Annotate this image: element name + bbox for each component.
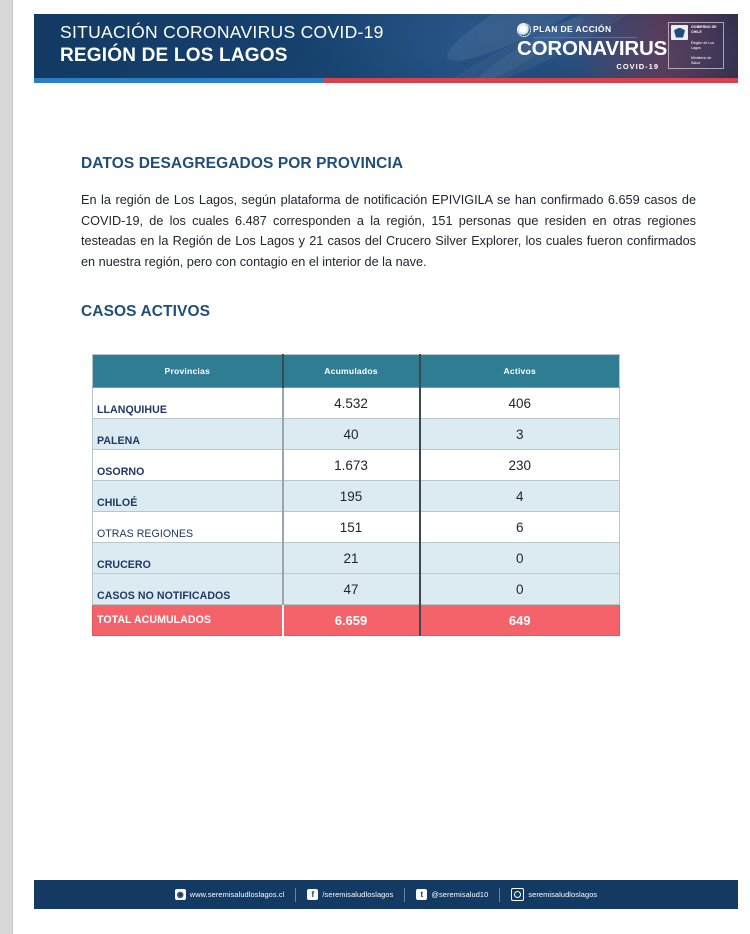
row-label-casos-no-notificados: CASOS NO NOTIFICADOS xyxy=(92,573,284,605)
table-row: PALENA 40 3 xyxy=(92,418,620,450)
instagram-icon xyxy=(511,888,525,901)
document-page: SITUACIÓN CORONAVIRUS COVID-19 REGIÓN DE… xyxy=(13,0,750,934)
heading-casos-activos: CASOS ACTIVOS xyxy=(81,303,211,320)
heading-datos-desagregados: DATOS DESAGREGADOS POR PROVINCIA xyxy=(81,155,404,172)
total-acumulados: 6.659 xyxy=(282,604,421,636)
header-logo-lockup: PLAN DE ACCIÓN CORONAVIRUS COVID-19 GOBI… xyxy=(517,22,724,71)
row-acumulados-otras-regiones: 151 xyxy=(282,511,421,543)
footer-twitter-label: @seremisalud10 xyxy=(431,890,489,899)
table-row: OTRAS REGIONES 151 6 xyxy=(92,511,620,543)
footer-twitter[interactable]: t @seremisalud10 xyxy=(405,889,499,900)
table-header-row: Provincias Acumulados Activos xyxy=(92,354,620,388)
row-activos-chiloe: 4 xyxy=(419,480,620,512)
banner-title-group: SITUACIÓN CORONAVIRUS COVID-19 REGIÓN DE… xyxy=(60,22,384,66)
footer-facebook[interactable]: f /seremisaludloslagos xyxy=(296,889,404,900)
total-activos: 649 xyxy=(419,604,620,636)
footer-website[interactable]: ◉ www.seremisaludloslagos.cl xyxy=(164,889,296,900)
row-label-llanquihue: LLANQUIHUE xyxy=(92,387,284,419)
gobierno-text-group: GOBIERNO DE CHILE Región de Los Lagos Mi… xyxy=(691,25,721,66)
table-row: CASOS NO NOTIFICADOS 47 0 xyxy=(92,573,620,605)
row-acumulados-crucero: 21 xyxy=(282,542,421,574)
gobierno-de-chile-logo: GOBIERNO DE CHILE Región de Los Lagos Mi… xyxy=(668,22,724,69)
virus-icon xyxy=(517,22,531,37)
table-row: LLANQUIHUE 4.532 406 xyxy=(92,387,620,419)
gobierno-line3: Ministerio de Salud xyxy=(691,56,712,66)
gobierno-line1: GOBIERNO DE CHILE xyxy=(691,25,717,34)
row-acumulados-osorno: 1.673 xyxy=(282,449,421,481)
coronavirus-wordmark: CORONAVIRUS xyxy=(517,37,668,61)
header-accent-bar xyxy=(34,78,738,83)
total-label: TOTAL ACUMULADOS xyxy=(92,604,284,636)
row-label-palena: PALENA xyxy=(92,418,284,450)
row-acumulados-llanquihue: 4.532 xyxy=(282,387,421,419)
row-acumulados-chiloe: 195 xyxy=(282,480,421,512)
chile-crest-icon xyxy=(671,25,688,40)
banner-title-line1: SITUACIÓN CORONAVIRUS COVID-19 xyxy=(60,22,384,42)
twitter-icon: t xyxy=(416,889,428,900)
website-icon: ◉ xyxy=(174,889,186,900)
gobierno-line2: Región de Los Lagos xyxy=(691,40,715,50)
footer-website-label: www.seremisaludloslagos.cl xyxy=(189,890,285,899)
table-row: CRUCERO 21 0 xyxy=(92,542,620,574)
accent-bar-blue xyxy=(34,78,323,83)
row-activos-palena: 3 xyxy=(419,418,620,450)
table-header: Provincias Acumulados Activos xyxy=(92,354,620,388)
row-activos-otras-regiones: 6 xyxy=(419,511,620,543)
plan-de-accion-label: PLAN DE ACCIÓN xyxy=(533,23,612,34)
row-activos-casos-no-notificados: 0 xyxy=(419,573,620,605)
page-footer: ◉ www.seremisaludloslagos.cl f /seremisa… xyxy=(34,880,738,909)
footer-instagram-label: seremisaludloslagos xyxy=(528,890,598,899)
facebook-icon: f xyxy=(307,889,319,900)
footer-facebook-label: /seremisaludloslagos xyxy=(322,890,394,899)
table-body: LLANQUIHUE 4.532 406 PALENA 40 3 OSORNO … xyxy=(92,387,620,636)
plan-de-accion-top-row: PLAN DE ACCIÓN xyxy=(517,22,661,37)
column-header-acumulados: Acumulados xyxy=(282,354,421,388)
casos-activos-table: Provincias Acumulados Activos LLANQUIHUE… xyxy=(92,354,620,636)
accent-bar-red xyxy=(322,78,738,83)
row-acumulados-palena: 40 xyxy=(282,418,421,450)
banner-title-line2: REGIÓN DE LOS LAGOS xyxy=(60,44,288,66)
plan-de-accion-logo: PLAN DE ACCIÓN CORONAVIRUS COVID-19 xyxy=(517,22,668,71)
row-label-chiloe: CHILOÉ xyxy=(92,480,284,512)
column-header-provincias: Provincias xyxy=(92,354,284,388)
row-label-crucero: CRUCERO xyxy=(92,542,284,574)
footer-divider xyxy=(404,887,406,902)
banner-red-gradient xyxy=(568,14,738,78)
table-row: CHILOÉ 195 4 xyxy=(92,480,620,512)
table-row: OSORNO 1.673 230 xyxy=(92,449,620,481)
footer-instagram[interactable]: seremisaludloslagos xyxy=(500,888,608,901)
column-header-activos: Activos xyxy=(419,354,620,388)
row-activos-osorno: 230 xyxy=(419,449,620,481)
footer-divider xyxy=(295,887,297,902)
row-activos-crucero: 0 xyxy=(419,542,620,574)
footer-divider xyxy=(499,887,501,902)
row-acumulados-casos-no-notificados: 47 xyxy=(282,573,421,605)
row-label-otras-regiones: OTRAS REGIONES xyxy=(92,511,284,543)
intro-paragraph: En la región de Los Lagos, según platafo… xyxy=(81,193,696,269)
header-banner: SITUACIÓN CORONAVIRUS COVID-19 REGIÓN DE… xyxy=(34,14,738,78)
covid19-sublabel: COVID-19 xyxy=(616,61,659,71)
table-total-row: TOTAL ACUMULADOS 6.659 649 xyxy=(92,604,620,636)
row-label-osorno: OSORNO xyxy=(92,449,284,481)
logo-red-rule xyxy=(533,36,637,39)
row-activos-llanquihue: 406 xyxy=(419,387,620,419)
